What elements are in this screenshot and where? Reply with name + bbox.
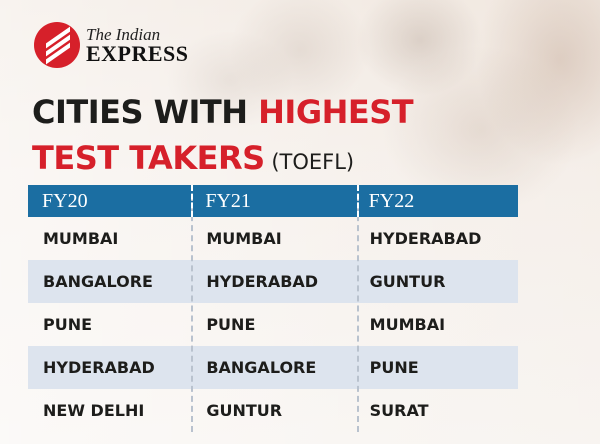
table-header: FY20 FY21 FY22 bbox=[28, 185, 518, 217]
publisher-logo: The Indian EXPRESS bbox=[34, 22, 189, 68]
table-cell: PUNE bbox=[206, 315, 256, 334]
table-cell: PUNE bbox=[43, 315, 93, 334]
logo-text: The Indian EXPRESS bbox=[86, 26, 189, 65]
table-cell: GUNTUR bbox=[206, 401, 283, 420]
title-part-3: TEST TAKERS bbox=[32, 139, 265, 177]
logo-icon bbox=[34, 22, 80, 68]
logo-line-1: The Indian bbox=[86, 24, 161, 44]
table-cell: SURAT bbox=[369, 401, 429, 420]
logo-line-2: EXPRESS bbox=[86, 40, 189, 66]
header-divider bbox=[191, 185, 193, 217]
column-divider bbox=[191, 185, 193, 432]
column-header-fy22: FY22 bbox=[368, 190, 415, 212]
header-divider bbox=[357, 185, 359, 217]
table-cell: HYDERABAD bbox=[206, 272, 319, 291]
table-cell: HYDERABAD bbox=[43, 358, 155, 377]
table-row: BANGALORE HYDERABAD GUNTUR bbox=[28, 260, 518, 303]
table-cell: BANGALORE bbox=[43, 272, 153, 291]
title-part-1: CITIES WITH bbox=[32, 93, 259, 131]
page-title: CITIES WITH HIGHEST TEST TAKERS (TOEFL) bbox=[32, 92, 414, 184]
table-cell: PUNE bbox=[369, 358, 419, 377]
table-row: HYDERABAD BANGALORE PUNE bbox=[28, 346, 518, 389]
title-part-4: (TOEFL) bbox=[264, 150, 355, 174]
table-cell: HYDERABAD bbox=[369, 229, 482, 248]
table-cell: GUNTUR bbox=[369, 272, 446, 291]
column-divider bbox=[357, 185, 359, 432]
column-header-fy20: FY20 bbox=[42, 190, 88, 212]
table-cell: NEW DELHI bbox=[43, 401, 145, 420]
cities-table: FY20 FY21 FY22 MUMBAI MUMBAI HYDERABAD B… bbox=[28, 185, 518, 432]
table-cell: MUMBAI bbox=[206, 229, 282, 248]
column-header-fy21: FY21 bbox=[205, 190, 251, 212]
table-cell: MUMBAI bbox=[43, 229, 119, 248]
table-row: PUNE PUNE MUMBAI bbox=[28, 303, 518, 346]
table-row: NEW DELHI GUNTUR SURAT bbox=[28, 389, 518, 432]
table-cell: BANGALORE bbox=[206, 358, 317, 377]
table-cell: MUMBAI bbox=[369, 315, 446, 334]
table-row: MUMBAI MUMBAI HYDERABAD bbox=[28, 217, 518, 260]
title-part-2: HIGHEST bbox=[258, 93, 414, 131]
